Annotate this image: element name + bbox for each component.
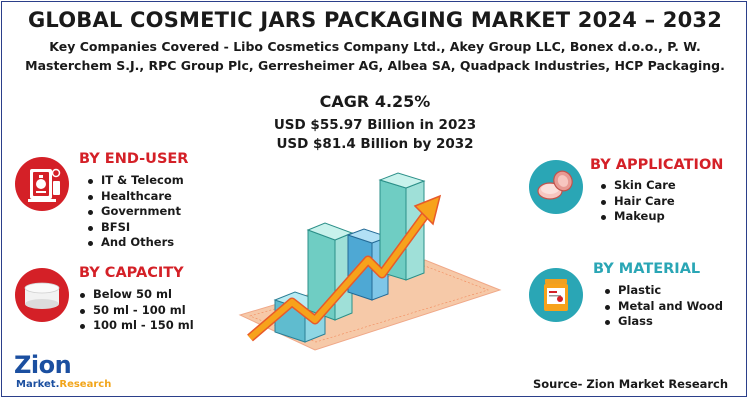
logo-main-text: Zion (14, 351, 72, 379)
server-rack-icon (15, 157, 69, 211)
key-companies: Key Companies Covered - Libo Cosmetics C… (20, 37, 730, 75)
market-value-2032: USD $81.4 Billion by 2032 (276, 136, 474, 152)
list-item: Skin Care (598, 178, 676, 194)
application-heading: BY APPLICATION (590, 157, 724, 173)
list-item: 100 ml - 150 ml (77, 318, 194, 334)
companies-line-2: Masterchem S.J., RPC Group Plc, Gerreshe… (25, 58, 725, 73)
list-item: Metal and Wood (602, 299, 723, 315)
list-item: Below 50 ml (77, 287, 194, 303)
list-item: Plastic (602, 283, 723, 299)
bar-chart-arrow-illustration (238, 172, 502, 351)
list-item: And Others (85, 235, 184, 251)
logo-sub-left: Market. (16, 379, 60, 390)
list-item: Healthcare (85, 189, 184, 205)
list-item: IT & Telecom (85, 173, 184, 189)
list-item: Hair Care (598, 194, 676, 210)
zion-logo: Zion Market.Research (14, 351, 111, 395)
list-item: Government (85, 204, 184, 220)
cream-jar-icon (529, 160, 583, 214)
market-value-2023: USD $55.97 Billion in 2023 (273, 117, 477, 133)
end-user-heading: BY END-USER (79, 151, 189, 167)
capacity-heading: BY CAPACITY (79, 265, 184, 281)
jar-icon (15, 268, 69, 322)
logo-sub-right: Research (59, 379, 112, 390)
source-note: Source- Zion Market Research (533, 377, 729, 391)
list-item: BFSI (85, 220, 184, 236)
page-title: GLOBAL COSMETIC JARS PACKAGING MARKET 20… (27, 8, 723, 32)
list-item: Glass (602, 314, 723, 330)
application-list: Skin Care Hair Care Makeup (598, 178, 676, 225)
label-jar-icon (529, 268, 583, 322)
material-heading: BY MATERIAL (593, 261, 701, 277)
list-item: Makeup (598, 209, 676, 225)
list-item: 50 ml - 100 ml (77, 303, 194, 319)
companies-line-1: Key Companies Covered - Libo Cosmetics C… (49, 39, 701, 54)
end-user-list: IT & Telecom Healthcare Government BFSI … (85, 173, 184, 251)
material-list: Plastic Metal and Wood Glass (602, 283, 723, 330)
logo-sub-text: Market.Research (16, 379, 111, 390)
cagr-value: CAGR 4.25% (319, 92, 431, 111)
capacity-list: Below 50 ml 50 ml - 100 ml 100 ml - 150 … (77, 287, 194, 334)
